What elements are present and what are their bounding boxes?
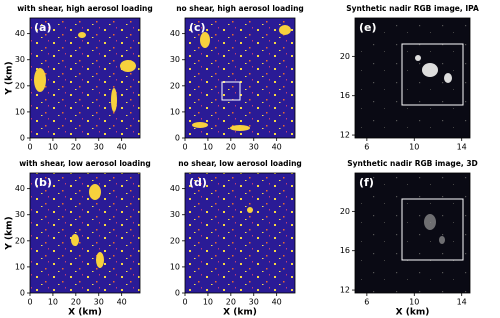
y-tick-label: 30 <box>15 55 25 64</box>
panel-title: Synthetic nadir RGB image, IPA <box>346 4 479 13</box>
y-tick-label: 20 <box>15 81 25 90</box>
x-tick-label: 30 <box>249 143 259 152</box>
x-tick-label: 10 <box>409 143 419 152</box>
x-tick-label: 14 <box>457 143 467 152</box>
zoom-box <box>401 198 464 261</box>
x-axis-label: X (km) <box>396 308 430 318</box>
y-tick-label: 10 <box>170 107 180 116</box>
panel-label: (e) <box>359 21 377 34</box>
cloud-blobs <box>34 25 291 268</box>
panel-title: Synthetic nadir RGB image, 3D <box>347 159 478 168</box>
y-tick-label: 40 <box>170 184 180 193</box>
x-tick-label: 30 <box>94 143 104 152</box>
y-tick-label: 40 <box>15 29 25 38</box>
axes-frame <box>29 17 141 139</box>
x-tick-label: 20 <box>71 143 81 152</box>
y-tick-label: 40 <box>170 29 180 38</box>
y-tick-label: 40 <box>15 184 25 193</box>
y-axis-label: Y (km) <box>5 216 15 250</box>
x-axis-label: X (km) <box>68 308 102 318</box>
panel-title: no shear, low aerosol loading <box>178 159 302 168</box>
x-tick-label: 10 <box>48 298 58 307</box>
y-tick-label: 10 <box>170 262 180 271</box>
axes-frame <box>354 172 471 294</box>
x-tick-label: 14 <box>457 298 467 307</box>
x-tick-label: 40 <box>117 143 127 152</box>
image-d <box>185 173 295 293</box>
y-tick-label: 0 <box>175 134 180 143</box>
y-tick-label: 12 <box>340 131 350 140</box>
x-tick-label: 6 <box>364 143 369 152</box>
panel-label: (c) <box>189 21 206 34</box>
x-tick-label: 40 <box>272 143 282 152</box>
x-axis-label: X (km) <box>223 308 257 318</box>
panel-label: (a) <box>34 21 51 34</box>
x-tick-label: 30 <box>94 298 104 307</box>
x-tick-label: 10 <box>203 298 213 307</box>
zoom-box <box>221 81 241 101</box>
y-tick-label: 10 <box>15 262 25 271</box>
panel-images <box>30 18 470 293</box>
image-e <box>355 18 470 138</box>
x-tick-label: 0 <box>182 143 187 152</box>
x-tick-label: 20 <box>71 298 81 307</box>
axes-frame <box>29 172 141 294</box>
y-tick-label: 20 <box>170 236 180 245</box>
x-tick-label: 10 <box>409 298 419 307</box>
image-b <box>30 173 140 293</box>
y-tick-label: 16 <box>340 246 350 255</box>
axes-frame <box>184 17 296 139</box>
x-tick-label: 20 <box>226 298 236 307</box>
panel-title: no shear, high aerosol loading <box>176 4 304 13</box>
x-tick-label: 20 <box>226 143 236 152</box>
x-tick-label: 40 <box>272 298 282 307</box>
y-tick-label: 0 <box>175 289 180 298</box>
y-tick-label: 20 <box>170 81 180 90</box>
panel-title: with shear, low aerosol loading <box>19 159 151 168</box>
x-tick-label: 0 <box>182 298 187 307</box>
panel-label: (d) <box>189 176 207 189</box>
x-tick-label: 0 <box>27 298 32 307</box>
x-tick-label: 10 <box>48 143 58 152</box>
y-axis-label: Y (km) <box>5 61 15 95</box>
x-tick-label: 0 <box>27 143 32 152</box>
zoom-box <box>401 43 464 106</box>
image-a <box>30 18 140 138</box>
axes-frame <box>354 17 471 139</box>
panel-label: (b) <box>34 176 52 189</box>
y-tick-label: 30 <box>170 55 180 64</box>
bright-clouds <box>415 55 452 83</box>
y-tick-label: 30 <box>15 210 25 219</box>
x-tick-label: 10 <box>203 143 213 152</box>
y-tick-label: 0 <box>20 289 25 298</box>
y-tick-label: 20 <box>15 236 25 245</box>
y-tick-label: 20 <box>340 207 350 216</box>
dim-clouds <box>424 214 445 244</box>
y-tick-label: 16 <box>340 91 350 100</box>
y-tick-label: 12 <box>340 286 350 295</box>
panel-label: (f) <box>359 176 374 189</box>
x-tick-label: 40 <box>117 298 127 307</box>
y-tick-label: 0 <box>20 134 25 143</box>
y-tick-label: 30 <box>170 210 180 219</box>
x-tick-label: 6 <box>364 298 369 307</box>
x-tick-label: 30 <box>249 298 259 307</box>
y-tick-label: 20 <box>340 52 350 61</box>
y-tick-label: 10 <box>15 107 25 116</box>
panel-title: with shear, high aerosol loading <box>17 4 153 13</box>
axes-frame <box>184 172 296 294</box>
image-f <box>355 173 470 293</box>
